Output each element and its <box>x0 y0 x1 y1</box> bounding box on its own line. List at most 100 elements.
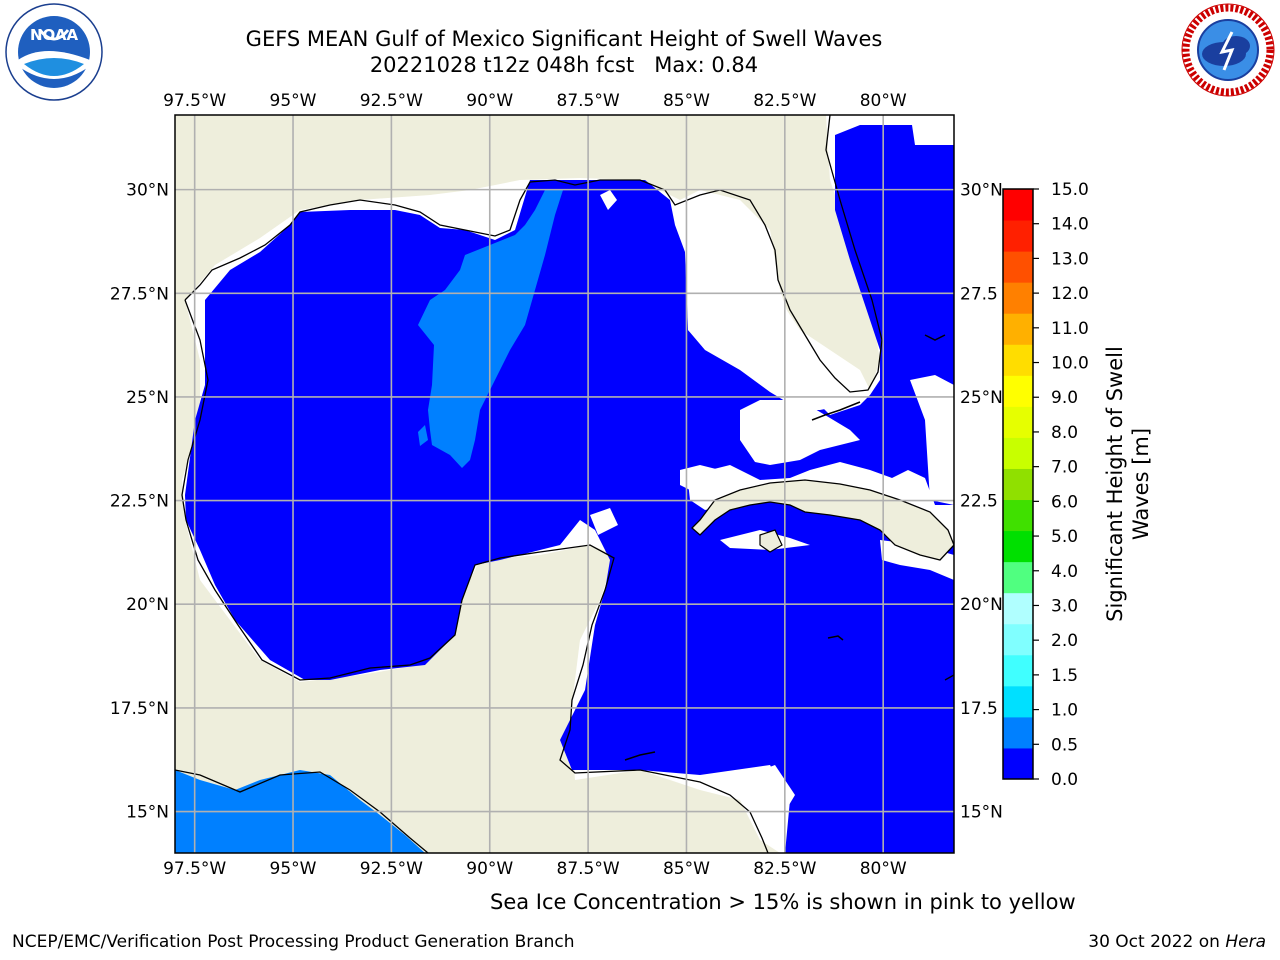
colorbar-tick-label: 6.0 <box>1051 492 1078 512</box>
lat-tick-label-right: 15°N <box>960 803 1003 823</box>
colorbar-tick-label: 15.0 <box>1051 180 1089 200</box>
lat-tick-label-right: 25°N <box>960 388 1003 408</box>
colorbar-label-line-2: Waves [m] <box>1129 427 1153 541</box>
lat-tick-label-right: 20°N <box>960 595 1003 615</box>
colorbar-tick-label: 7.0 <box>1051 458 1078 478</box>
colorbar-label-line-1: Significant Height of Swell <box>1103 346 1127 622</box>
no-data-area <box>590 508 618 535</box>
jamaica-edge <box>944 674 954 681</box>
coastline-gulf-north <box>184 115 883 393</box>
no-data-area <box>740 400 860 465</box>
noaa-logo: NOAA <box>4 2 104 102</box>
colorbar-tick-label: 9.0 <box>1051 388 1078 408</box>
lon-tick-label-bottom: 97.5°W <box>163 859 226 879</box>
lon-tick-label-top: 87.5°W <box>557 91 620 111</box>
lon-tick-label-top: 90°W <box>466 91 513 111</box>
colorbar-label: Significant Height of Swell Waves [m] <box>1102 314 1154 654</box>
colorbar-segment <box>1003 530 1033 563</box>
colorbar-segment <box>1003 189 1033 221</box>
bay-islands <box>624 751 656 761</box>
lon-tick-label-bottom: 90°W <box>466 859 513 879</box>
lat-tick-label-right: 17.5 <box>960 699 998 719</box>
map-frame <box>174 114 955 854</box>
cayman-islands <box>827 635 844 641</box>
lon-tick-label-bottom: 92.5°W <box>360 859 423 879</box>
colorbar-segment <box>1003 561 1033 594</box>
lon-tick-label-bottom: 87.5°W <box>557 859 620 879</box>
colorbar-tick-label: 0.5 <box>1051 735 1078 755</box>
lon-tick-label-bottom: 80°W <box>860 859 907 879</box>
coastline-pacific <box>175 769 429 853</box>
colorbar-segment <box>1003 437 1033 469</box>
lon-tick-label-top: 95°W <box>270 91 317 111</box>
colorbar-tick-label: 14.0 <box>1051 215 1089 235</box>
swell-field-mid <box>418 425 428 446</box>
footer-date: 30 Oct 2022 on Hera <box>1088 932 1266 952</box>
colorbar-tick-label: 1.5 <box>1051 666 1078 686</box>
colorbar-tick-label: 1.0 <box>1051 701 1078 721</box>
lat-tick-label-left: 25°N <box>126 388 169 408</box>
colorbar-tick-label: 10.0 <box>1051 354 1089 374</box>
swell-field-low <box>185 125 954 853</box>
no-data-area <box>680 465 720 495</box>
lon-tick-label-bottom: 95°W <box>270 859 317 879</box>
lat-tick-label-right: 30°N <box>960 181 1003 201</box>
no-data-area <box>735 765 795 820</box>
colorbar-tick-label: 3.0 <box>1051 596 1078 616</box>
no-data-area <box>688 200 870 410</box>
lat-tick-label-right: 22.5 <box>960 492 998 512</box>
lat-tick-label-left: 22.5°N <box>110 492 169 512</box>
colorbar-segment <box>1003 592 1033 625</box>
lat-tick-label-left: 15°N <box>126 803 169 823</box>
lon-tick-label-bottom: 82.5°W <box>753 859 816 879</box>
title-line-1: GEFS MEAN Gulf of Mexico Significant Hei… <box>245 27 883 51</box>
colorbar-tick-label: 5.0 <box>1051 527 1078 547</box>
colorbar-segment <box>1003 282 1033 314</box>
colorbar-tick-label: 8.0 <box>1051 423 1078 443</box>
footer-date-text: 30 Oct 2022 on <box>1088 932 1220 952</box>
colorbar-frame <box>1002 188 1034 780</box>
lat-tick-label-left: 27.5°N <box>110 284 169 304</box>
nws-logo <box>1180 2 1276 98</box>
map-title: GEFS MEAN Gulf of Mexico Significant Hei… <box>114 26 1014 78</box>
lat-tick-label-left: 20°N <box>126 595 169 615</box>
lat-tick-label-right: 27.5 <box>960 284 998 304</box>
colorbar-segment <box>1003 406 1033 438</box>
colorbar-segment <box>1003 313 1033 345</box>
lon-tick-label-top: 82.5°W <box>753 91 816 111</box>
no-data-area <box>600 190 617 210</box>
colorbar-tick-label: 13.0 <box>1051 249 1089 269</box>
colorbar-segment <box>1003 654 1033 687</box>
sea-ice-note-text: Sea Ice Concentration > 15% is shown in … <box>490 890 1076 914</box>
colorbar-tick-label: 0.0 <box>1051 770 1078 790</box>
title-line-2: 20221028 t12z 048h fcst Max: 0.84 <box>369 53 759 77</box>
isla-juventud <box>759 529 783 553</box>
lon-tick-label-top: 97.5°W <box>163 91 226 111</box>
colorbar-tick-label: 2.0 <box>1051 631 1078 651</box>
lon-tick-label-top: 80°W <box>860 91 907 111</box>
colorbar-segment <box>1003 344 1033 376</box>
colorbar-segment <box>1003 685 1033 718</box>
noaa-logo-text: NOAA <box>30 26 79 44</box>
colorbar-segment <box>1003 499 1033 532</box>
lon-tick-label-top: 85°W <box>663 91 710 111</box>
no-data-area <box>910 375 954 505</box>
colorbar-tick-label: 12.0 <box>1051 284 1089 304</box>
colorbar-segment <box>1003 251 1033 283</box>
lat-tick-label-left: 17.5°N <box>110 699 169 719</box>
colorbar-segment <box>1003 747 1033 780</box>
footer-system: Hera <box>1225 932 1266 952</box>
colorbar-segment <box>1003 468 1033 501</box>
colorbar-tick-label: 11.0 <box>1051 319 1089 339</box>
footer-credit: NCEP/EMC/Verification Post Processing Pr… <box>12 932 575 952</box>
colorbar-segment <box>1003 220 1033 252</box>
colorbar-segment <box>1003 716 1033 749</box>
coastline-gulf-west-south <box>181 299 769 853</box>
lon-tick-label-top: 92.5°W <box>360 91 423 111</box>
bahamas-islands <box>924 334 946 341</box>
florida-keys <box>811 401 861 421</box>
colorbar-segment <box>1003 375 1033 407</box>
colorbar-segment <box>1003 623 1033 656</box>
lon-tick-label-bottom: 85°W <box>663 859 710 879</box>
